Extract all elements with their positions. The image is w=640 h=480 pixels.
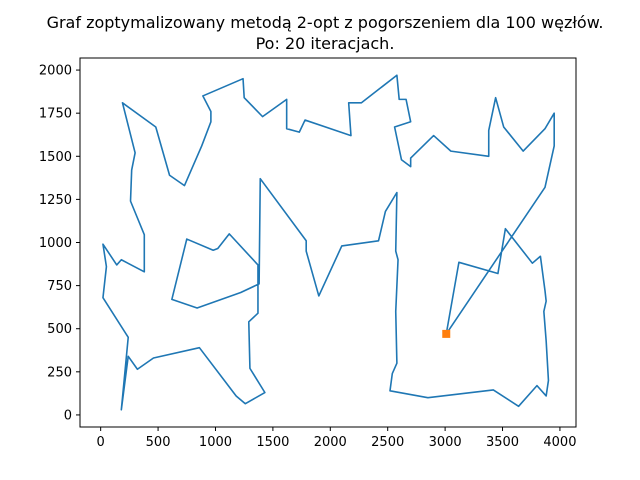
y-tick-label: 0 [64,408,72,423]
x-tick-label: 0 [97,435,105,450]
plot-area: 0 500 1000 1500 2000 2500 3000 3500 4000 0 250 500… [39,57,577,450]
x-tick-label: 4000 [543,435,576,450]
start-node-marker [442,329,451,338]
x-tick-label: 3500 [486,435,519,450]
y-tick-label: 750 [47,279,72,294]
x-tick-label: 2500 [371,435,404,450]
x-tick-label: 2000 [314,435,347,450]
chart-subtitle: Po: 20 iteracjach. [256,34,395,53]
y-tick-label: 1000 [39,236,72,251]
y-tick-label: 250 [47,365,72,380]
x-axis: 0 500 1000 1500 2000 2500 3000 3500 4000 [97,427,576,450]
x-tick-label: 3000 [429,435,462,450]
marker-layer [442,329,451,338]
x-tick-label: 1500 [256,435,289,450]
y-tick-label: 1250 [39,193,72,208]
x-tick-label: 500 [146,435,171,450]
y-tick-label: 2000 [39,64,72,79]
y-tick-label: 500 [47,322,72,337]
chart-title: Graf zoptymalizowany metodą 2-opt z pogo… [47,13,604,32]
y-tick-label: 1500 [39,150,72,165]
route-layer [102,74,555,411]
y-axis: 0 250 500 750 1000 1250 1500 1750 2000 [39,64,80,423]
x-tick-label: 1000 [199,435,232,450]
y-tick-label: 1750 [39,107,72,122]
